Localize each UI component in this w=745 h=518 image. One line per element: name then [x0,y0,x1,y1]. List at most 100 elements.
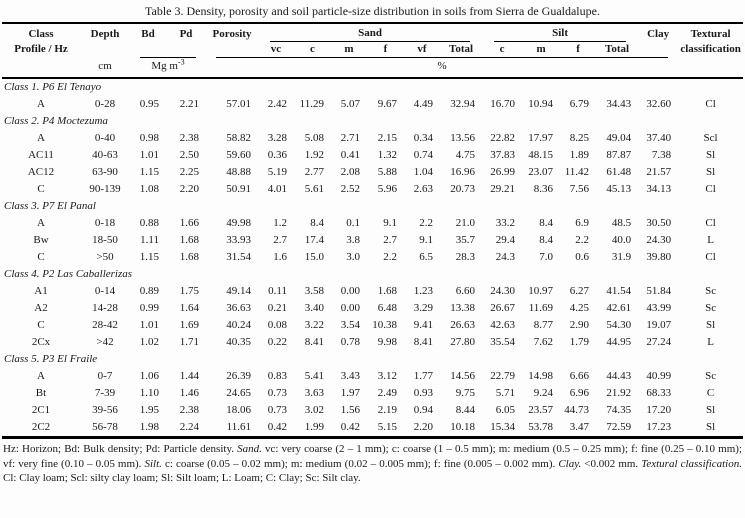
value-cell: 19.07 [646,319,672,331]
value-cell: 2.24 [179,421,199,433]
subcol-silt-c: c [499,43,505,55]
value-cell: 3.40 [304,302,324,314]
value-cell: 2.38 [179,132,199,144]
value-cell: 4.01 [267,183,287,195]
value-cell: 22.82 [490,132,516,144]
value-cell: 13.56 [450,132,476,144]
value-cell: 9.67 [377,98,397,110]
value-cell: 3.63 [304,387,324,399]
value-cell: 1.98 [139,421,159,433]
value-cell: 3.47 [569,421,590,433]
value-cell: 2.42 [267,98,287,110]
col-header-textural-1: Textural [690,28,731,40]
value-cell: 37.83 [490,149,516,161]
depth-cell: 0-18 [94,217,116,229]
value-cell: 0.00 [340,285,360,297]
value-cell: 35.54 [490,336,516,348]
value-cell: 8.4 [539,234,554,246]
value-cell: 2.20 [179,183,199,195]
value-cell: 1.02 [139,336,159,348]
depth-cell: 39-56 [92,404,118,416]
value-cell: 1.68 [377,285,397,297]
texture-cell: Sl [705,166,716,178]
soil-data-table: Class Depth Bd Pd Porosity Sand Silt Cla… [2,22,744,439]
value-cell: 7.0 [539,251,554,263]
value-cell: 1.68 [179,251,199,263]
value-cell: 27.80 [450,336,476,348]
table-row: Bw 18-50 1.11 1.68 33.93 2.7 17.4 3.8 2.7 9.1 35.7… [2,232,743,249]
value-cell: 6.48 [377,302,397,314]
value-cell: 5.96 [377,183,397,195]
value-cell: 0.94 [413,404,433,416]
texture-cell: C [706,387,715,399]
value-cell: 0.95 [139,98,159,110]
table-header: Class Depth Bd Pd Porosity Sand Silt Cla… [2,23,744,79]
value-cell: 0.00 [340,302,360,314]
value-cell: 0.36 [267,149,287,161]
col-header-class: Class [28,28,54,40]
value-cell: 32.60 [646,98,672,110]
table-title: Table 3. Density, porosity and soil part… [145,4,600,18]
value-cell: 0.08 [267,319,287,331]
value-cell: 59.60 [226,149,251,161]
value-cell: 1.6 [273,251,287,263]
value-cell: 8.25 [569,132,590,144]
class-section-label: Class 5. P3 El Fraile [4,353,98,365]
value-cell: 0.1 [346,217,360,229]
header-row-2: Profile / Hz vc c m f vf Total c m f Tot… [2,42,743,57]
footnote-sand-label: Sand. [237,443,262,455]
subcol-sand-total: Total [449,43,474,55]
value-cell: 40.24 [226,319,251,331]
value-cell: 48.15 [528,149,554,161]
units-row: cm Mg m-3 % [2,57,744,79]
value-cell: 1.46 [179,387,199,399]
depth-cell: 28-42 [92,319,118,331]
table-row: Bt 7-39 1.10 1.46 24.65 0.73 3.63 1.97 2.49 0.93 9… [2,385,743,402]
texture-cell: Sc [705,370,717,382]
value-cell: 1.68 [179,234,199,246]
value-cell: 1.01 [139,149,159,161]
value-cell: 21.57 [646,166,672,178]
value-cell: 2.90 [569,319,590,331]
horizon-cell: Bw [33,234,49,246]
value-cell: 33.2 [495,217,516,229]
value-cell: 40.0 [611,234,632,246]
value-cell: 0.74 [413,149,433,161]
table-row: A2 14-28 0.99 1.64 36.63 0.21 3.40 0.00 6.48 3.29… [2,300,743,317]
footnote-textural-label: Textural classification. [641,457,742,470]
value-cell: 20.73 [450,183,476,195]
value-cell: 26.67 [490,302,516,314]
subcol-silt-m: m [536,43,546,55]
value-cell: 44.73 [564,404,590,416]
value-cell: 0.42 [340,421,360,433]
table-row: A1 0-14 0.89 1.75 49.14 0.11 3.58 0.00 1.68 1.23 6… [2,283,743,300]
subcol-sand-f: f [383,43,388,55]
value-cell: 34.13 [646,183,672,195]
value-cell: 54.30 [606,319,632,331]
value-cell: 7.62 [533,336,554,348]
depth-cell: >50 [96,251,114,263]
value-cell: 74.35 [606,404,632,416]
value-cell: 24.30 [490,285,516,297]
value-cell: 6.5 [419,251,433,263]
value-cell: 17.97 [528,132,554,144]
value-cell: 18.06 [226,404,251,416]
value-cell: 44.95 [606,336,632,348]
value-cell: 8.4 [539,217,554,229]
value-cell: 1.23 [413,285,433,297]
value-cell: 0.93 [413,387,433,399]
value-cell: 14.98 [528,370,554,382]
value-cell: 1.01 [139,319,159,331]
value-cell: 1.89 [569,149,590,161]
horizon-cell: A [37,98,45,110]
value-cell: 23.07 [528,166,554,178]
value-cell: 0.11 [268,285,287,297]
value-cell: 9.24 [533,387,554,399]
value-cell: 41.54 [606,285,632,297]
value-cell: 6.66 [569,370,590,382]
value-cell: 24.3 [495,251,516,263]
section-header-row: Class 3. P7 El Panal [2,198,743,215]
texture-cell: Cl [705,98,716,110]
section-header-row: Class 2. P4 Moctezuma [2,113,743,130]
value-cell: 2.2 [383,251,397,263]
